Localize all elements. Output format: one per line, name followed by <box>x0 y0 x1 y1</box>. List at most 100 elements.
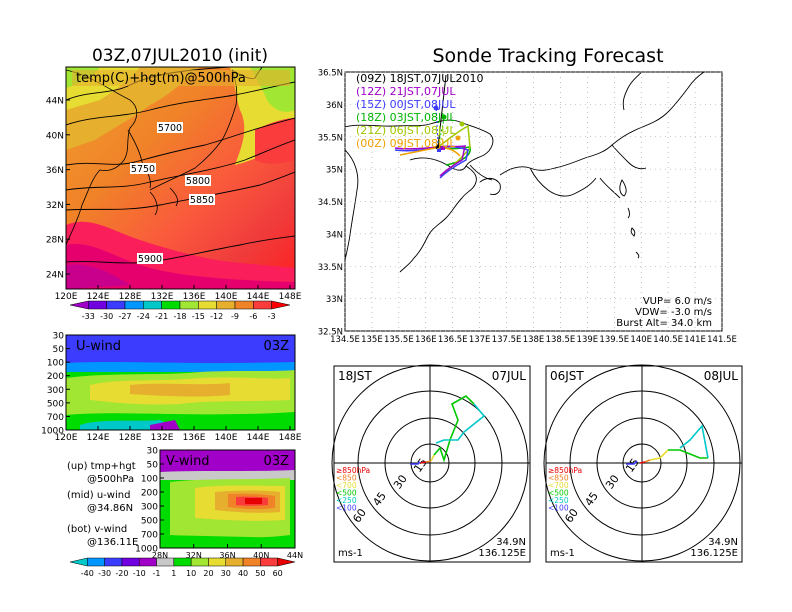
wind-color-swatch <box>156 557 175 567</box>
polar-hodograph-segment <box>433 395 475 463</box>
map-lon-label: 141E <box>684 335 706 345</box>
u-wind-lon-label: 128E <box>119 433 142 443</box>
v-wind-p-label: 700 <box>141 531 158 541</box>
map-lat-label: 32.5N <box>318 328 343 338</box>
wind-color-swatch <box>173 557 192 567</box>
u-wind-lon-ticks: 120E 124E 128E 132E 136E 140E 144E 148E <box>55 426 302 443</box>
map-legend-entry: (00Z) 09JST,08JUL <box>356 137 456 150</box>
v-wind-p-label: 1000 <box>135 545 158 555</box>
polar-legend-entry: <100 <box>548 504 569 513</box>
v-wind-pressure-ticks: 30 50 100 200 300 500 700 1000 <box>135 447 164 555</box>
v-wind-p-label: 50 <box>147 461 159 471</box>
map-legend-entry: (15Z) 00JST,08JUL <box>356 98 456 111</box>
polar-legend-entry: <100 <box>336 504 357 513</box>
v-wind-lat-label: 36N <box>219 551 235 560</box>
polar-plot-left: 18JST 07JUL15304560≥850hPa<850<700<500<25… <box>331 364 531 563</box>
wind-colorbar-label: 20 <box>203 569 213 578</box>
wind-colorbar-label: -20 <box>115 569 128 578</box>
map-lon-label: 135.5E <box>384 335 414 345</box>
u-wind-lon-label: 148E <box>279 433 302 443</box>
side-notes: (up) tmp+hgt @500hPa (mid) u-wind @34.86… <box>67 461 138 548</box>
temp-color-swatch <box>106 300 126 310</box>
temp-colorbar-label: -3 <box>268 312 276 321</box>
u-wind-pressure-ticks: 30 50 100 200 300 500 700 1000 <box>41 332 70 437</box>
wind-colorbar-label: 60 <box>273 569 283 578</box>
u-wind-p-label: 100 <box>47 359 64 369</box>
u-wind-label: U-wind <box>76 339 121 354</box>
map-lat-label: 35.5N <box>318 133 343 143</box>
u-wind-lon-label: 144E <box>247 433 270 443</box>
panel-a-lat-label: 44N <box>46 97 64 107</box>
wind-colorbar-label: 1 <box>171 569 176 578</box>
map-legend-entry: (21Z) 06JST,08JUL <box>356 124 456 137</box>
u-wind-lon-label: 132E <box>151 433 174 443</box>
panel-a-lon-label: 140E <box>215 292 238 302</box>
polar-time-label: 18JST <box>338 369 372 383</box>
v-wind-lat-label: 40N <box>253 551 269 560</box>
u-wind-p-label: 50 <box>53 345 65 355</box>
temp-color-swatch <box>143 300 162 310</box>
map-lon-label: 140E <box>630 335 652 345</box>
v-wind-p-label: 100 <box>141 475 158 485</box>
temp-colorbar-label: -15 <box>192 312 205 321</box>
param-vdw: VDW= -3.0 m/s <box>635 307 712 318</box>
polar-hodograph-segment <box>668 449 708 459</box>
contour-label: 5750 <box>131 164 155 175</box>
map-lon-label: 141.5E <box>707 335 737 345</box>
temp-color-swatch <box>198 300 217 310</box>
temp-color-swatch <box>161 300 181 310</box>
v-wind-lat-label: 32N <box>186 551 202 560</box>
temp-colorbar-label: -27 <box>118 312 131 321</box>
right-title: Sonde Tracking Forecast <box>432 45 663 67</box>
wind-color-swatch <box>138 557 157 567</box>
note-mid-2: @34.86N <box>87 503 133 514</box>
polar-hodograph-segment <box>679 424 709 459</box>
polar-legend-entry: ≥850hPa <box>336 466 370 475</box>
map-lat-label: 34N <box>326 230 343 240</box>
v-wind-label: V-wind <box>166 454 210 469</box>
polar-legend-entry: <700 <box>336 481 357 490</box>
param-burst: Burst Alt= 34.0 km <box>616 318 712 329</box>
polar-hodograph-segment <box>626 460 638 465</box>
temp-colorbar-label: -9 <box>231 312 239 321</box>
polar-hodograph-segment <box>425 460 432 463</box>
map-lon-label: 138.5E <box>546 335 576 345</box>
contour-label: 5850 <box>190 195 214 206</box>
panel-a-lon-label: 128E <box>119 292 142 302</box>
temp-color-swatch <box>69 300 89 310</box>
wind-color-swatch <box>190 557 209 567</box>
panel-a-lon-ticks: 120E 124E 128E 132E 136E 140E 144E 148E <box>55 285 302 302</box>
polar-units: ms-1 <box>550 548 575 559</box>
u-wind-p-label: 700 <box>47 413 64 423</box>
u-wind-p-label: 300 <box>47 386 64 396</box>
polar-hodograph-segment <box>430 454 435 462</box>
wind-color-swatch <box>69 557 88 567</box>
map-lon-label: 139.5E <box>599 335 629 345</box>
polar-legend-entry: <850 <box>336 474 357 483</box>
v-wind-p-label: 30 <box>147 447 159 457</box>
wind-colorbar-label: -10 <box>133 569 146 578</box>
u-wind-lon-label: 140E <box>215 433 238 443</box>
polar-hodograph-segment <box>639 461 646 464</box>
map-lon-label: 136.5E <box>438 335 468 345</box>
wind-color-swatch <box>208 557 227 567</box>
panel-a-label: temp(C)+hgt(m)@500hPa <box>76 71 246 86</box>
wind-colorbar-label: 50 <box>255 569 265 578</box>
polar-legend-entry: <500 <box>336 489 357 498</box>
u-wind-p-label: 1000 <box>41 427 64 437</box>
polar-date-label: 08JUL <box>704 369 739 383</box>
u-wind-p-label: 30 <box>53 332 65 342</box>
u-wind-p-label: 500 <box>47 399 64 409</box>
v-wind-lat-label: 28N <box>152 551 168 560</box>
temp-color-swatch <box>234 300 254 310</box>
panel-a-lon-label: 136E <box>183 292 206 302</box>
wind-colorbar-label: 10 <box>186 569 196 578</box>
map-lat-label: 35N <box>326 166 343 176</box>
map-lat-label: 33N <box>326 295 343 305</box>
wind-color-swatch <box>104 557 123 567</box>
polar-legend-entry: ≥850hPa <box>548 466 582 475</box>
polar-legend-entry: <700 <box>548 481 569 490</box>
map-lat-label: 36.5N <box>318 69 343 79</box>
wind-colorbar-label: -40 <box>81 569 94 578</box>
temp-color-swatch <box>253 300 272 310</box>
